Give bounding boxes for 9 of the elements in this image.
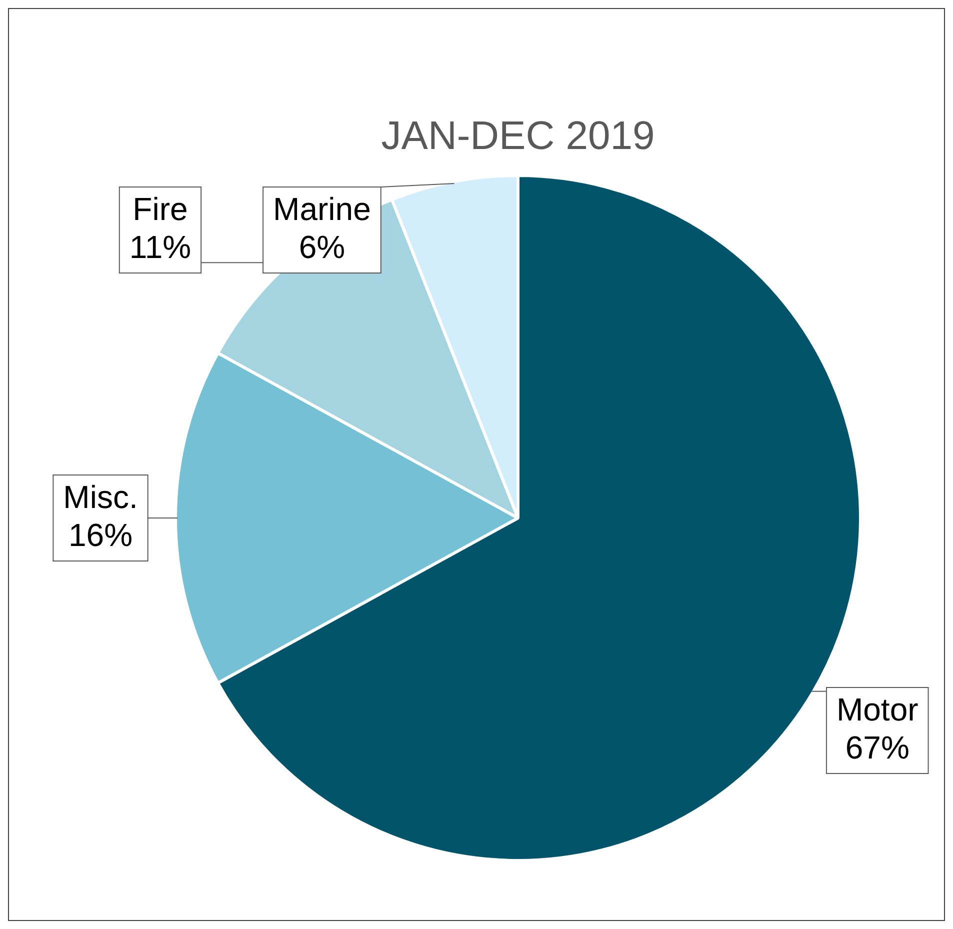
data-label: 11% bbox=[129, 228, 192, 265]
slice-label: Fire bbox=[132, 190, 188, 227]
slice-label: Motor bbox=[836, 691, 919, 728]
chart-title: JAN-DEC 2019 bbox=[381, 114, 655, 158]
slice-label: Misc. bbox=[63, 478, 138, 515]
data-label: 67% bbox=[845, 729, 910, 766]
data-label: 16% bbox=[68, 516, 133, 553]
slice-label: Marine bbox=[273, 190, 371, 227]
data-label: 6% bbox=[298, 228, 346, 265]
